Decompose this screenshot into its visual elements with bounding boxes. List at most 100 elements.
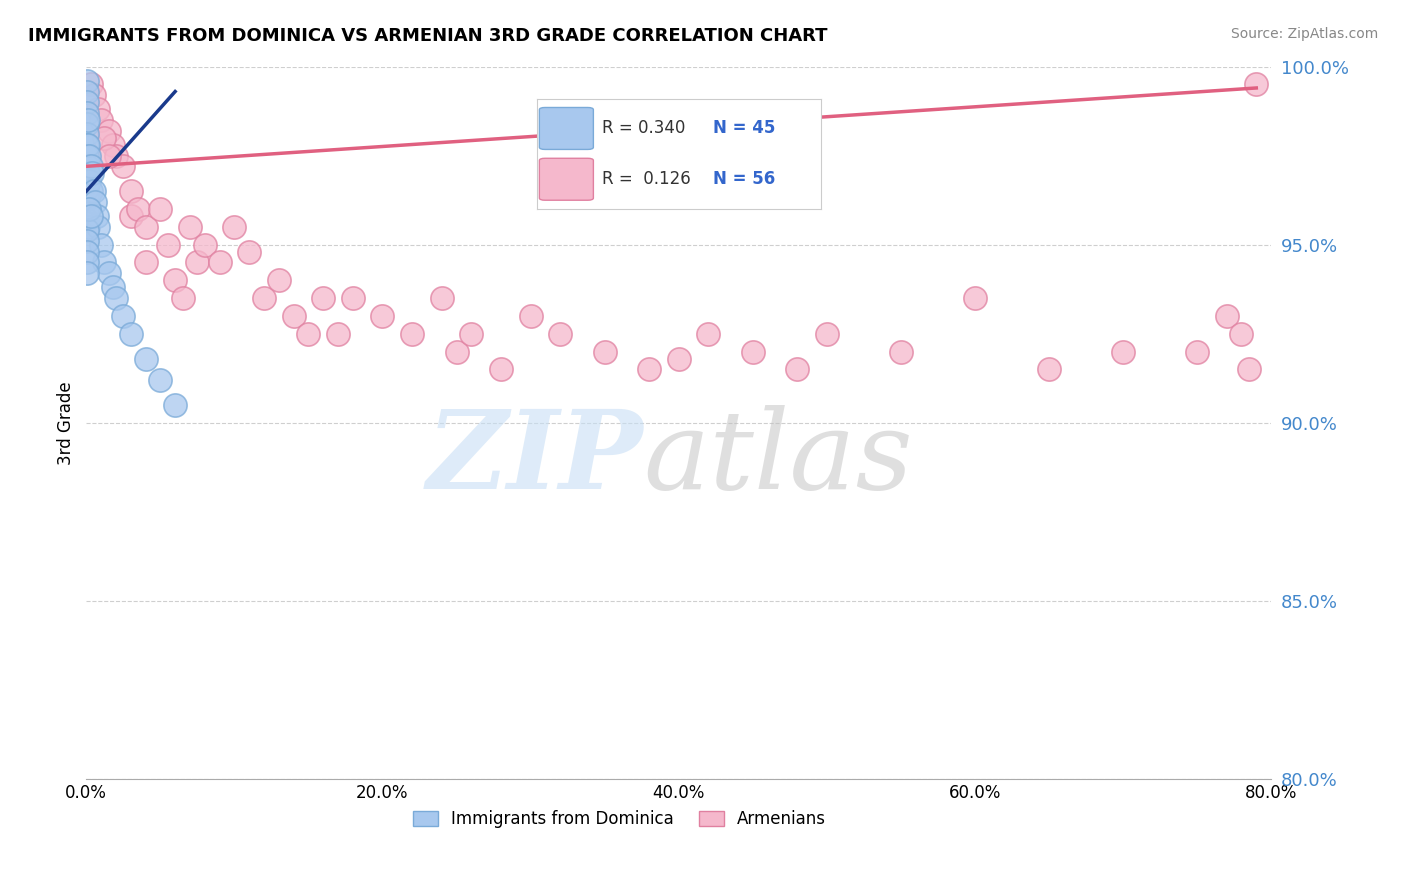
Point [548,326,571,341]
Point [84,194,107,209]
Point [519,309,541,323]
Point [172,291,194,305]
Point [104,148,127,162]
Point [1230,326,1253,341]
Point [101,138,124,153]
Point [120,209,142,223]
Point [93,255,115,269]
Point [90,237,112,252]
Point [963,291,986,305]
Point [697,326,720,341]
Point [76,202,98,216]
Point [76,74,98,88]
Point [815,326,838,341]
Point [127,202,149,216]
Point [77,202,100,216]
Text: IMMIGRANTS FROM DOMINICA VS ARMENIAN 3RD GRADE CORRELATION CHART: IMMIGRANTS FROM DOMINICA VS ARMENIAN 3RD… [28,27,828,45]
Point [76,95,98,110]
Point [76,234,98,248]
Point [112,309,135,323]
Point [446,344,468,359]
Point [80,184,103,198]
Point [253,291,276,305]
Point [342,291,364,305]
Point [76,138,98,153]
Point [83,184,105,198]
Point [76,113,98,128]
Point [430,291,453,305]
Point [668,351,690,366]
Point [283,309,305,323]
Point [76,106,98,120]
Point [1215,309,1237,323]
Point [224,219,246,234]
Point [1246,78,1268,92]
Point [401,326,423,341]
Point [1185,344,1208,359]
Point [77,148,100,162]
Point [76,223,98,237]
Point [326,326,349,341]
Point [76,128,98,142]
Point [165,273,187,287]
Point [83,88,105,103]
Point [80,209,103,223]
Point [87,103,110,117]
Point [593,344,616,359]
Legend: Immigrants from Dominica, Armenians: Immigrants from Dominica, Armenians [406,804,832,835]
Point [194,237,217,252]
Point [76,219,98,234]
Point [97,124,120,138]
Point [238,244,260,259]
Point [156,237,179,252]
Point [165,398,187,412]
Point [297,326,319,341]
Point [76,212,98,227]
Point [76,191,98,205]
Point [135,351,157,366]
Point [120,326,142,341]
Point [741,344,763,359]
Point [1237,362,1260,376]
Point [371,309,394,323]
Point [208,255,231,269]
Point [76,191,98,205]
Point [1112,344,1135,359]
Y-axis label: 3rd Grade: 3rd Grade [58,381,75,465]
Point [82,166,104,180]
Point [76,244,98,259]
Point [76,255,98,269]
Point [460,326,482,341]
Point [76,159,98,173]
Point [1038,362,1060,376]
Point [186,255,208,269]
Point [149,202,172,216]
Point [135,219,157,234]
Point [179,219,201,234]
Point [890,344,912,359]
Point [101,280,124,294]
Point [86,209,108,223]
Point [149,373,172,387]
Point [120,184,142,198]
Point [76,166,98,180]
Point [76,117,98,131]
Point [93,131,115,145]
Point [80,78,103,92]
Point [638,362,661,376]
Point [97,148,120,162]
Text: Source: ZipAtlas.com: Source: ZipAtlas.com [1230,27,1378,41]
Point [76,138,98,153]
Point [76,85,98,99]
Point [786,362,808,376]
Point [76,180,98,194]
Point [104,291,127,305]
Point [97,266,120,280]
Point [112,159,135,173]
Point [76,148,98,162]
Point [135,255,157,269]
Text: atlas: atlas [643,405,912,512]
Point [489,362,512,376]
Point [267,273,290,287]
Point [87,219,110,234]
